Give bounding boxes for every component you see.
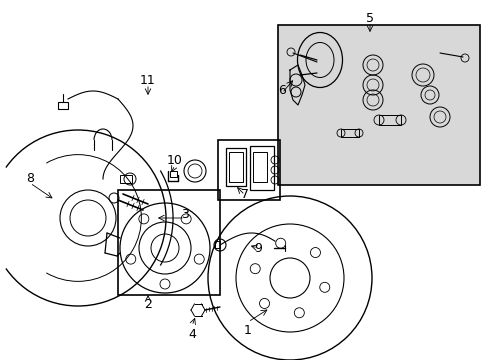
Bar [225,148,245,186]
Bar [218,140,280,200]
Bar [120,175,132,183]
Bar [58,102,68,109]
Text: 9: 9 [254,242,262,255]
Bar [278,25,479,185]
Bar [215,241,220,248]
Text: 7: 7 [241,189,248,202]
Text: 6: 6 [278,84,285,96]
Bar [249,146,273,190]
Bar [118,190,220,295]
Bar [170,171,177,177]
Bar [378,115,400,125]
Text: 3: 3 [181,208,188,221]
Text: 2: 2 [144,298,152,311]
Text: 5: 5 [365,12,373,24]
Text: 10: 10 [167,153,183,166]
Text: 11: 11 [140,73,156,86]
Text: 1: 1 [244,324,251,337]
Text: 8: 8 [26,171,34,184]
Bar [340,129,358,137]
Bar [228,152,243,182]
Text: 4: 4 [188,328,196,342]
Bar [252,152,266,182]
